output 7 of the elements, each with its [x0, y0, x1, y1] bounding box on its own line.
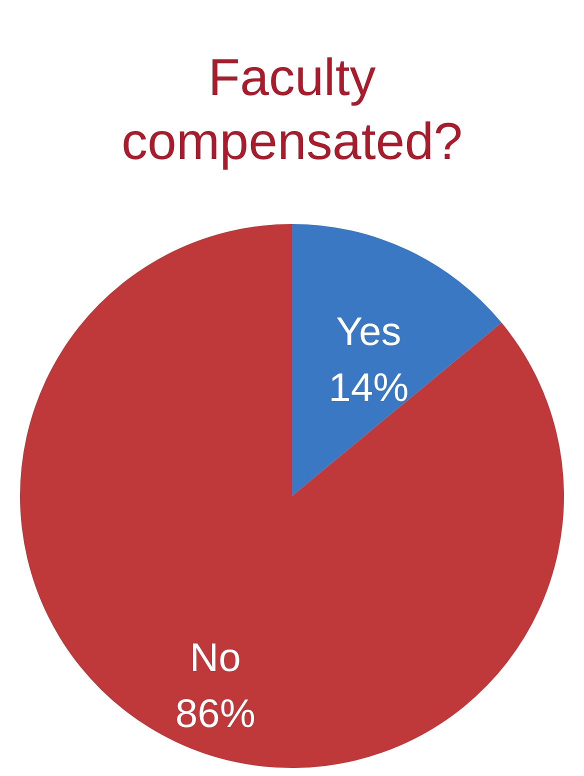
pie-slice: [20, 224, 564, 768]
chart-title: Faculty compensated?: [121, 49, 463, 171]
slice-label: No: [190, 636, 241, 680]
slice-label: Yes: [336, 310, 402, 354]
data-label: 14%: [328, 366, 409, 410]
pie-slice: [292, 224, 502, 496]
data-label: 86%: [175, 692, 256, 736]
